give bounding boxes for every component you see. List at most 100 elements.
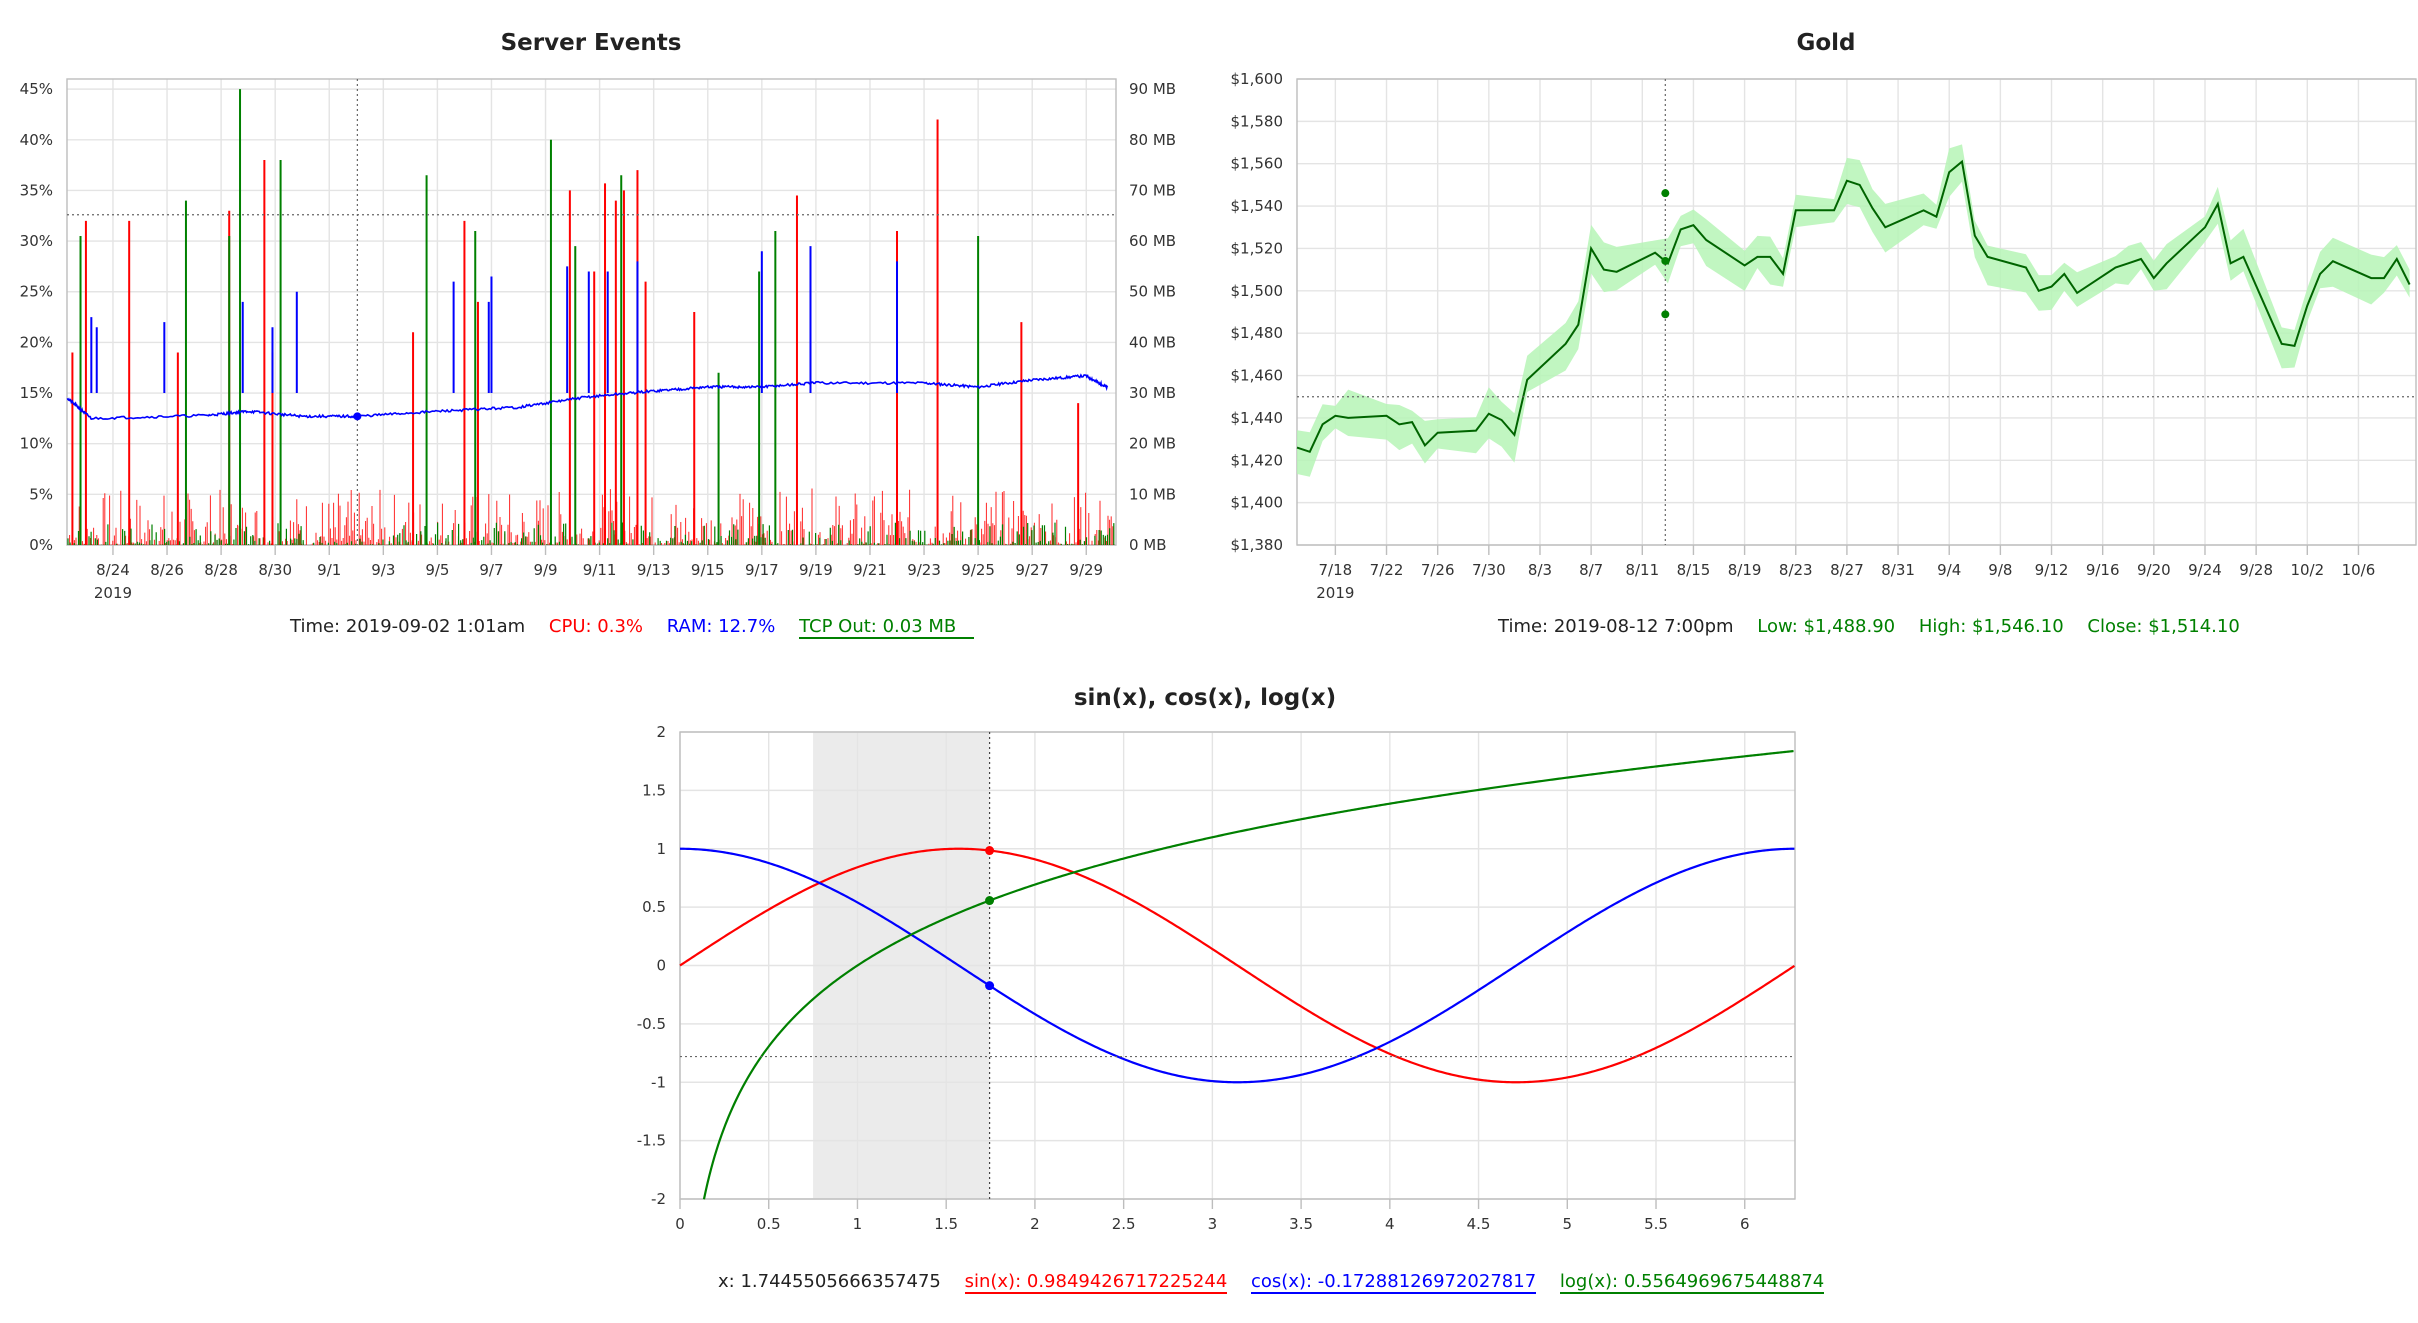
gold-x-tick: 8/31 <box>1881 561 1915 579</box>
server-x-tick: 9/21 <box>853 561 887 579</box>
server-y-right-tick: 0 MB <box>1129 536 1167 554</box>
trig-x-tick: 3.5 <box>1289 1215 1313 1233</box>
trig-y-tick: 0.5 <box>642 898 666 916</box>
gold-high-low-band <box>1297 144 2410 477</box>
server-y-right-tick: 40 MB <box>1129 333 1176 351</box>
trig-legend-cos: cos(x): -0.17288126972027817 <box>1251 1271 1537 1294</box>
gold-legend-close: Close: $1,514.10 <box>2087 616 2240 637</box>
gold-y-tick: $1,500 <box>1231 282 1284 300</box>
server-y-right-tick: 20 MB <box>1129 435 1176 453</box>
gold-x-tick: 8/3 <box>1528 561 1552 579</box>
trig-chart[interactable]: sin(x), cos(x), log(x) -2 -1.5 -1 -0.5 0 0.5 1 1… <box>637 685 1796 1233</box>
trig-y-tick: -0.5 <box>637 1015 666 1033</box>
gold-x-tick: 8/19 <box>1728 561 1762 579</box>
server-legend-cpu: CPU: 0.3% <box>548 616 644 637</box>
server-y-right-tick: 70 MB <box>1129 181 1176 199</box>
server-y-left-tick: 40% <box>20 131 53 149</box>
trig-x-tick: 1.5 <box>934 1215 958 1233</box>
server-y-left-tick: 0% <box>29 536 53 554</box>
server-x-year: 2019 <box>94 584 132 602</box>
gold-y-tick: $1,380 <box>1231 536 1284 554</box>
gold-x-tick: 7/18 <box>1319 561 1353 579</box>
trig-x-tick: 0.5 <box>757 1215 781 1233</box>
trig-legend-log: log(x): 0.5564969675448874 <box>1559 1271 1825 1294</box>
trig-sin-line <box>679 847 1796 1084</box>
trig-chart-title: sin(x), cos(x), log(x) <box>1074 685 1336 711</box>
gold-x-tick: 10/2 <box>2290 561 2324 579</box>
gold-x-tick: 8/15 <box>1677 561 1711 579</box>
gold-y-tick: $1,580 <box>1231 112 1284 130</box>
trig-x-tick: 4 <box>1385 1215 1395 1233</box>
gold-x-tick: 9/24 <box>2188 561 2222 579</box>
server-y-right-tick: 60 MB <box>1129 232 1176 250</box>
trig-y-tick: 0 <box>656 957 666 975</box>
gold-y-tick: $1,600 <box>1231 70 1284 88</box>
server-x-tick: 9/9 <box>533 561 557 579</box>
server-tcp-noise <box>67 522 1115 545</box>
server-x-tick: 9/19 <box>799 561 833 579</box>
server-y-right-tick: 50 MB <box>1129 283 1176 301</box>
gold-x-tick: 9/12 <box>2035 561 2069 579</box>
gold-legend-time: Time: 2019-08-12 7:00pm <box>1498 616 1734 637</box>
trig-x-tick: 1 <box>853 1215 863 1233</box>
server-x-tick: 9/11 <box>583 561 617 579</box>
server-legend-tcp: TCP Out: 0.03 MB <box>799 616 975 639</box>
server-x-tick: 9/1 <box>317 561 341 579</box>
server-x-tick: 8/24 <box>96 561 130 579</box>
server-events-chart[interactable]: Server Events 0% 5% 10% 15% 20% 25% 30% 35% 40% 45… <box>20 30 1176 602</box>
server-y-left-tick: 30% <box>20 232 53 250</box>
trig-legend: x: 1.7445505666357475 sin(x): 0.98494267… <box>718 1271 1842 1294</box>
server-y-right-tick: 10 MB <box>1129 485 1176 503</box>
server-x-tick: 9/13 <box>637 561 671 579</box>
gold-chart[interactable]: Gold $1,380 $1,400 $1,420 $1,440 $1,460 $1,480… <box>1231 30 2417 602</box>
trig-y-tick: 1.5 <box>642 781 666 799</box>
server-y-right-tick: 80 MB <box>1129 131 1176 149</box>
server-x-tick: 8/26 <box>150 561 184 579</box>
gold-y-tick: $1,420 <box>1231 451 1284 469</box>
trig-cursor-point-sin <box>985 846 995 856</box>
server-x-tick: 9/15 <box>691 561 725 579</box>
trig-log-line <box>702 749 1794 1200</box>
gold-x-tick: 9/8 <box>1988 561 2012 579</box>
server-events-legend: Time: 2019-09-02 1:01am CPU: 0.3% RAM: 1… <box>290 616 992 639</box>
server-y-right-tick: 30 MB <box>1129 384 1176 402</box>
gold-x-tick: 9/4 <box>1937 561 1961 579</box>
gold-x-tick: 9/20 <box>2137 561 2171 579</box>
server-x-tick: 9/3 <box>371 561 395 579</box>
trig-cursor-point-log <box>985 896 995 906</box>
gold-chart-title: Gold <box>1796 30 1855 56</box>
trig-x-tick: 2.5 <box>1112 1215 1136 1233</box>
server-y-left-tick: 15% <box>20 384 53 402</box>
server-legend-time: Time: 2019-09-02 1:01am <box>290 616 526 637</box>
server-cursor-point <box>353 412 362 421</box>
server-x-tick: 8/28 <box>204 561 238 579</box>
gold-y-tick: $1,400 <box>1231 494 1284 512</box>
trig-y-tick: -2 <box>651 1190 666 1208</box>
trig-x-tick: 3 <box>1208 1215 1218 1233</box>
server-y-right-tick: 90 MB <box>1129 80 1176 98</box>
gold-x-tick: 8/7 <box>1579 561 1603 579</box>
gold-y-tick: $1,480 <box>1231 324 1284 342</box>
trig-x-tick: 5.5 <box>1644 1215 1668 1233</box>
gold-x-year: 2019 <box>1316 584 1354 602</box>
gold-x-tick: 8/27 <box>1830 561 1864 579</box>
server-y-left-tick: 25% <box>20 283 53 301</box>
gold-y-tick: $1,440 <box>1231 409 1284 427</box>
gold-x-tick: 7/26 <box>1421 561 1455 579</box>
server-chart-title: Server Events <box>501 30 682 56</box>
gold-y-tick: $1,540 <box>1231 197 1284 215</box>
server-x-tick: 9/25 <box>961 561 995 579</box>
gold-legend-high: High: $1,546.10 <box>1918 616 2064 637</box>
trig-x-tick: 6 <box>1740 1215 1750 1233</box>
server-y-left-tick: 45% <box>20 80 53 98</box>
trig-y-tick: 2 <box>656 723 666 741</box>
trig-x-tick: 2 <box>1030 1215 1040 1233</box>
trig-x-tick: 0 <box>675 1215 685 1233</box>
gold-legend: Time: 2019-08-12 7:00pm Low: $1,488.90 H… <box>1498 616 2258 637</box>
server-plot-frame <box>66 78 1117 546</box>
server-legend-ram: RAM: 12.7% <box>666 616 776 637</box>
server-x-tick: 8/30 <box>258 561 292 579</box>
gold-x-tick: 8/11 <box>1625 561 1659 579</box>
gold-close-line <box>1296 159 2411 454</box>
